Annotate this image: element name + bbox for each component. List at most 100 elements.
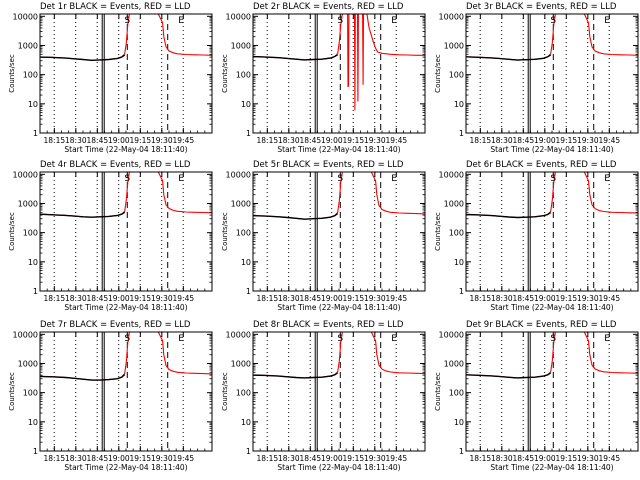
y-tick-label: 1: [33, 129, 38, 138]
y-tick-label: 1000: [18, 199, 38, 208]
x-axis-label: Start Time (22-May-04 18:11:40): [277, 145, 400, 154]
x-tick-label: 19:00: [534, 294, 556, 303]
y-tick-label: 10000: [226, 12, 251, 21]
x-tick-label: 19:00: [321, 136, 343, 145]
panel-title: Det 2r BLACK = Events, RED = LLD: [253, 2, 404, 12]
x-tick-label: 18:45: [300, 454, 322, 463]
y-tick-label: 1000: [231, 199, 251, 208]
x-tick-label: 19:15: [343, 136, 365, 145]
panel-title: Det 7r BLACK = Events, RED = LLD: [40, 320, 191, 330]
y-axis-label: Counts/sec: [221, 54, 229, 93]
x-tick-label: 19:45: [386, 136, 408, 145]
y-tick-label: 100: [449, 71, 464, 80]
y-tick-label: 100: [236, 389, 251, 398]
y-tick-label: 100: [23, 71, 38, 80]
y-tick-label: 1000: [444, 359, 464, 368]
y-tick-label: 10: [241, 258, 251, 267]
y-tick-label: 10: [28, 258, 38, 267]
events-series-line: [253, 372, 339, 379]
x-tick-label: 19:45: [599, 454, 621, 463]
start-annotation: S: [337, 16, 343, 26]
x-axis-label: Start Time (22-May-04 18:11:40): [277, 303, 400, 312]
x-tick-label: 19:45: [599, 136, 621, 145]
x-axis-label: Start Time (22-May-04 18:11:40): [64, 303, 187, 312]
x-tick-label: 18:45: [87, 454, 109, 463]
lld-series-line: [253, 14, 425, 111]
events-series-line: [253, 213, 339, 220]
y-axis-label: Counts/sec: [8, 54, 16, 93]
x-tick-label: 19:15: [130, 136, 152, 145]
x-tick-label: 19:30: [151, 294, 173, 303]
plot-frame: [39, 13, 213, 134]
y-tick-label: 1000: [231, 359, 251, 368]
y-tick-label: 10000: [439, 330, 464, 339]
plot-frame: [465, 171, 639, 292]
series-group: [253, 172, 425, 220]
x-axis-label: Start Time (22-May-04 18:11:40): [64, 145, 187, 154]
y-axis-label: Counts/sec: [221, 372, 229, 411]
y-axis-label: Counts/sec: [434, 212, 442, 251]
x-tick-label: 19:00: [534, 136, 556, 145]
x-tick-label: 19:15: [343, 294, 365, 303]
y-tick-label: 100: [236, 71, 251, 80]
x-tick-label: 18:45: [87, 294, 109, 303]
start-annotation: S: [550, 334, 556, 344]
start-annotation: S: [550, 174, 556, 184]
end-annotation: E: [178, 16, 184, 26]
x-tick-label: 19:30: [151, 454, 173, 463]
y-tick-label: 1000: [444, 41, 464, 50]
plot-frame: [252, 13, 426, 134]
x-axis-label: Start Time (22-May-04 18:11:40): [490, 145, 613, 154]
detector-panel: 1 10 100 1000 10000 18:15 18:30 18:45 19:00 19:15…: [221, 320, 426, 472]
y-tick-label: 1: [246, 129, 251, 138]
x-tick-label: 18:30: [65, 454, 87, 463]
x-tick-label: 19:15: [556, 136, 578, 145]
detector-panel: 1 10 100 1000 10000 18:15 18:30 18:45 19:00 19:15…: [8, 320, 213, 472]
series-group: [253, 14, 425, 111]
x-tick-label: 18:30: [278, 294, 300, 303]
y-axis-label: Counts/sec: [434, 372, 442, 411]
y-tick-label: 10: [454, 100, 464, 109]
x-tick-label: 18:45: [513, 136, 535, 145]
events-series-line: [40, 373, 126, 381]
x-tick-label: 19:45: [386, 294, 408, 303]
x-tick-label: 19:45: [386, 454, 408, 463]
x-tick-label: 18:45: [513, 294, 535, 303]
y-tick-label: 10000: [13, 170, 38, 179]
events-series-line: [253, 54, 339, 61]
detector-panel: 1 10 100 1000 10000 18:15 18:30 18:45 19:00 19:15…: [8, 160, 213, 312]
events-series-line: [40, 211, 126, 218]
x-tick-label: 18:15: [257, 454, 279, 463]
x-tick-label: 18:30: [65, 136, 87, 145]
y-axis-label: Counts/sec: [8, 372, 16, 411]
detector-panel: 1 10 100 1000 10000 18:15 18:30 18:45 19:00 19:15…: [434, 2, 639, 154]
y-tick-label: 10000: [439, 12, 464, 21]
panel-title: Det 4r BLACK = Events, RED = LLD: [40, 160, 191, 170]
x-tick-label: 19:00: [108, 136, 130, 145]
y-axis-label: Counts/sec: [221, 212, 229, 251]
end-annotation: E: [604, 16, 610, 26]
x-tick-label: 19:00: [321, 294, 343, 303]
x-tick-label: 19:30: [577, 454, 599, 463]
x-tick-label: 18:30: [65, 294, 87, 303]
y-tick-label: 1: [459, 287, 464, 296]
x-tick-label: 18:45: [300, 136, 322, 145]
start-annotation: S: [124, 334, 130, 344]
x-tick-label: 19:00: [108, 294, 130, 303]
series-group: [40, 14, 212, 62]
x-tick-label: 18:30: [491, 294, 513, 303]
x-tick-label: 18:45: [87, 136, 109, 145]
x-tick-label: 19:00: [534, 454, 556, 463]
plot-frame: [465, 13, 639, 134]
x-tick-label: 18:15: [44, 454, 66, 463]
y-tick-label: 10: [241, 418, 251, 427]
events-series-line: [466, 211, 552, 219]
panel-title: Det 9r BLACK = Events, RED = LLD: [466, 320, 617, 330]
y-tick-label: 10000: [226, 170, 251, 179]
y-tick-label: 1000: [18, 41, 38, 50]
detector-panel: 1 10 100 1000 10000 18:15 18:30 18:45 19:00 19:15…: [434, 320, 639, 472]
end-annotation: E: [391, 16, 397, 26]
series-group: [253, 332, 425, 379]
y-tick-label: 1: [246, 287, 251, 296]
